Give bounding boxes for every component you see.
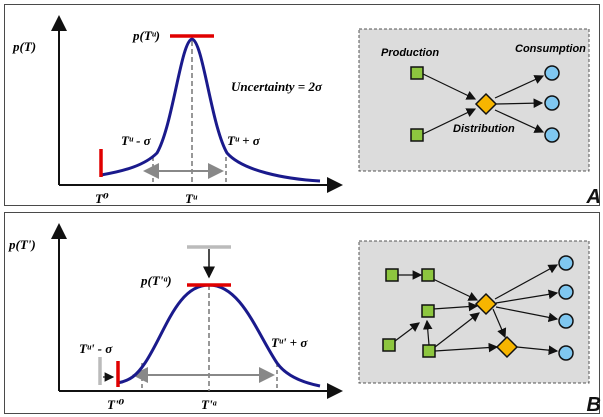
consumption-node — [558, 284, 574, 300]
consumption-node — [558, 345, 574, 361]
production-label: Production — [381, 47, 439, 59]
panel-letter: A — [586, 186, 601, 208]
left-sigma-label: Tᵘ - σ — [121, 133, 152, 148]
production-node — [422, 344, 436, 358]
t0-label: T⁰ — [95, 191, 109, 205]
consumption-node — [544, 127, 560, 143]
distribution-node — [474, 92, 498, 116]
y-axis-label: p(T) — [12, 39, 36, 54]
production-node — [421, 304, 435, 318]
right-sigma-label: Tᵘ + σ — [227, 133, 261, 148]
distribution-node — [474, 292, 498, 316]
production-node — [382, 338, 396, 352]
consumption-node — [544, 95, 560, 111]
panel-a-canvas: p(T) p(Tᵘ) Uncertainty = 2σ Tᵘ - σ Tᵘ + … — [12, 15, 590, 205]
right-sigma-label: Tᵘ' + σ — [271, 335, 308, 350]
panel-b: p(T') p(T'ᵃ) Tᵘ' - σ Tᵘ' + σ T'⁰ T'ᵃ — [4, 212, 601, 416]
y-axis-label: p(T') — [8, 237, 36, 252]
production-node — [410, 66, 424, 80]
distribution-curve — [100, 37, 321, 183]
network-diagram-b — [358, 240, 590, 384]
t0-label: T'⁰ — [107, 397, 125, 412]
peak-label: p(T'ᵃ) — [140, 273, 172, 288]
production-node — [421, 268, 435, 282]
consumption-node — [544, 65, 560, 81]
consumption-node — [558, 313, 574, 329]
tu-label: Tᵘ — [185, 191, 198, 205]
consumption-node — [558, 255, 574, 271]
left-sigma-label: Tᵘ' - σ — [79, 341, 113, 356]
distribution-node — [495, 335, 519, 359]
consumption-label: Consumption — [515, 43, 586, 55]
network-diagram-a: Production Consumption Distribution — [358, 28, 590, 172]
panel-b-canvas: p(T') p(T'ᵃ) Tᵘ' - σ Tᵘ' + σ T'⁰ T'ᵃ — [8, 223, 590, 412]
panel-a: p(T) p(Tᵘ) Uncertainty = 2σ Tᵘ - σ Tᵘ + … — [4, 4, 601, 208]
uncertainty-label: Uncertainty = 2σ — [231, 79, 323, 94]
production-node — [385, 268, 399, 282]
panel-letter: B — [586, 394, 601, 416]
distribution-label: Distribution — [453, 123, 515, 135]
production-node — [410, 128, 424, 142]
peak-label: p(Tᵘ) — [132, 28, 160, 43]
ta-label: T'ᵃ — [201, 397, 218, 412]
